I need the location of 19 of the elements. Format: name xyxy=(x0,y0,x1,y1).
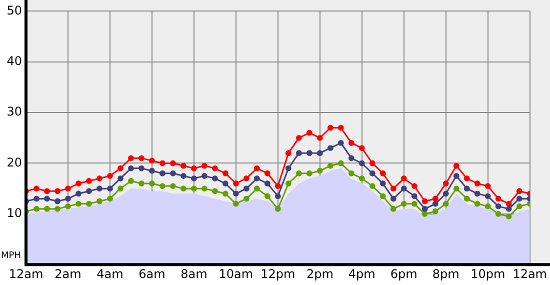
x-tick-label: 12pm xyxy=(260,266,296,281)
y-tick-label: 40 xyxy=(6,54,22,68)
y-tick-label: 10 xyxy=(6,206,22,220)
x-tick-label: 10pm xyxy=(470,266,506,281)
x-tick-label: 12am xyxy=(8,266,44,281)
y-axis-title: MPH xyxy=(1,250,21,261)
x-tick-label: 12am xyxy=(512,266,547,281)
x-tick-label: 10am xyxy=(218,266,254,281)
y-tick-label: 30 xyxy=(6,104,22,119)
x-tick-label: 6pm xyxy=(390,266,418,281)
x-tick-label: 4pm xyxy=(348,266,376,281)
x-tick-label: 8am xyxy=(180,266,208,281)
x-tick-label: 8pm xyxy=(432,266,460,281)
x-tick-label: 4am xyxy=(96,266,124,281)
y-tick-label: 50 xyxy=(6,3,22,18)
y-tick-label: 20 xyxy=(6,155,22,170)
x-tick-label: 6am xyxy=(138,266,166,281)
x-tick-label: 2am xyxy=(54,266,82,281)
x-tick-label: 2pm xyxy=(306,266,334,281)
